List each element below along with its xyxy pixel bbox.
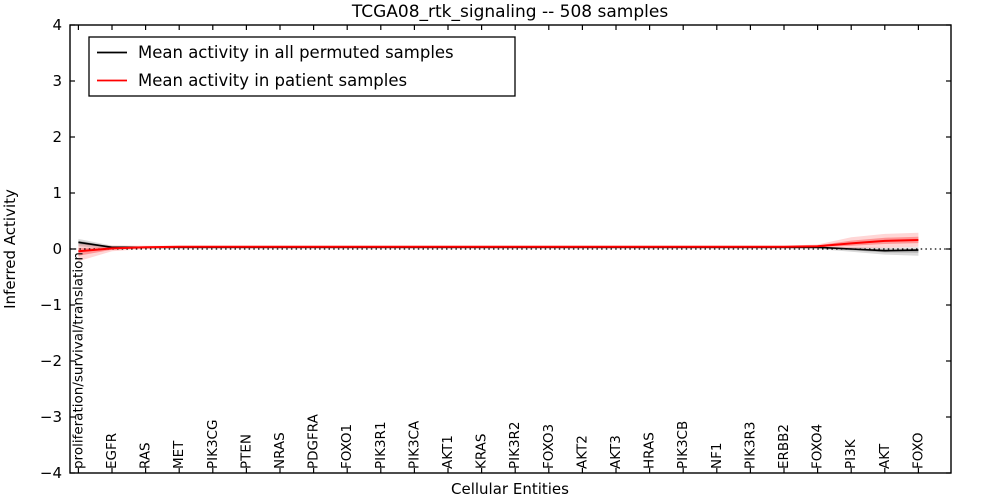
y-tick-label: −2 — [40, 352, 62, 370]
y-axis-title: Inferred Activity — [1, 189, 19, 309]
axis-ticks — [70, 24, 951, 474]
x-tick-label: PIK3CG — [205, 420, 221, 469]
x-tick-label: AKT1 — [440, 435, 456, 469]
x-tick-label: AKT3 — [608, 435, 624, 469]
x-tick-label: KRAS — [474, 434, 490, 469]
x-tick-label: PIK3CA — [406, 420, 422, 469]
x-tick-label: PI3K — [843, 438, 859, 469]
x-tick-label: proliferation/survival/translation — [70, 252, 86, 469]
chart-title: TCGA08_rtk_signaling -- 508 samples — [351, 2, 669, 22]
x-tick-label: ERBB2 — [776, 424, 792, 469]
y-tick-label: 4 — [52, 16, 62, 34]
x-tick-label: AKT — [877, 443, 893, 469]
legend: Mean activity in all permuted samples Me… — [88, 36, 516, 97]
x-axis-title: Cellular Entities — [451, 480, 569, 498]
legend-box — [88, 36, 516, 97]
x-tick-label: PIK3R1 — [373, 421, 389, 469]
x-tick-label: RAS — [138, 442, 154, 469]
x-tick-label: AKT2 — [574, 435, 590, 469]
x-tick-label: NRAS — [272, 432, 288, 469]
legend-label-permuted: Mean activity in all permuted samples — [138, 43, 454, 62]
x-tick-label: FOXO — [910, 432, 926, 469]
x-tick-label: HRAS — [642, 432, 658, 469]
x-tick-label: NF1 — [709, 443, 725, 469]
x-tick-label: PDGFRA — [306, 413, 322, 469]
y-tick-label: 1 — [52, 184, 62, 202]
y-tick-label: 3 — [52, 72, 62, 90]
x-tick-label: PTEN — [238, 434, 254, 469]
x-tick-label: PIK3R3 — [742, 421, 758, 469]
y-tick-label: 2 — [52, 128, 62, 146]
x-tick-label: FOXO4 — [810, 424, 826, 469]
y-tick-label: −1 — [40, 296, 62, 314]
legend-label-patient: Mean activity in patient samples — [138, 71, 407, 90]
series-lines — [78, 239, 919, 253]
x-tick-label: FOXO3 — [541, 424, 557, 469]
y-tick-label: −4 — [40, 464, 62, 482]
y-tick-label: −3 — [40, 408, 62, 426]
y-tick-label: 0 — [52, 240, 62, 258]
x-tick-label: PIK3CB — [675, 421, 691, 469]
series-line-patient — [78, 239, 919, 253]
x-tick-label: MET — [171, 440, 187, 469]
axis-tick-labels: −4 −3 −2 −1 0 1 2 3 4 proliferation/survival/tran… — [40, 16, 927, 482]
x-tick-label: PIK3R2 — [507, 421, 523, 469]
x-tick-label: FOXO1 — [339, 424, 355, 469]
x-tick-label: EGFR — [104, 433, 120, 469]
